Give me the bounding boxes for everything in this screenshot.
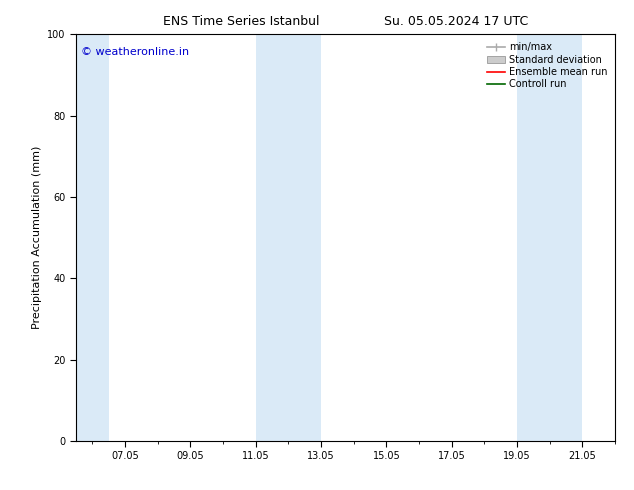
Y-axis label: Precipitation Accumulation (mm): Precipitation Accumulation (mm) bbox=[32, 146, 42, 329]
Text: Su. 05.05.2024 17 UTC: Su. 05.05.2024 17 UTC bbox=[384, 15, 529, 28]
Bar bbox=[517, 34, 582, 441]
Bar bbox=[256, 34, 321, 441]
Text: © weatheronline.in: © weatheronline.in bbox=[81, 47, 189, 56]
Legend: min/max, Standard deviation, Ensemble mean run, Controll run: min/max, Standard deviation, Ensemble me… bbox=[484, 39, 610, 92]
Text: ENS Time Series Istanbul: ENS Time Series Istanbul bbox=[163, 15, 319, 28]
Bar bbox=[76, 34, 109, 441]
